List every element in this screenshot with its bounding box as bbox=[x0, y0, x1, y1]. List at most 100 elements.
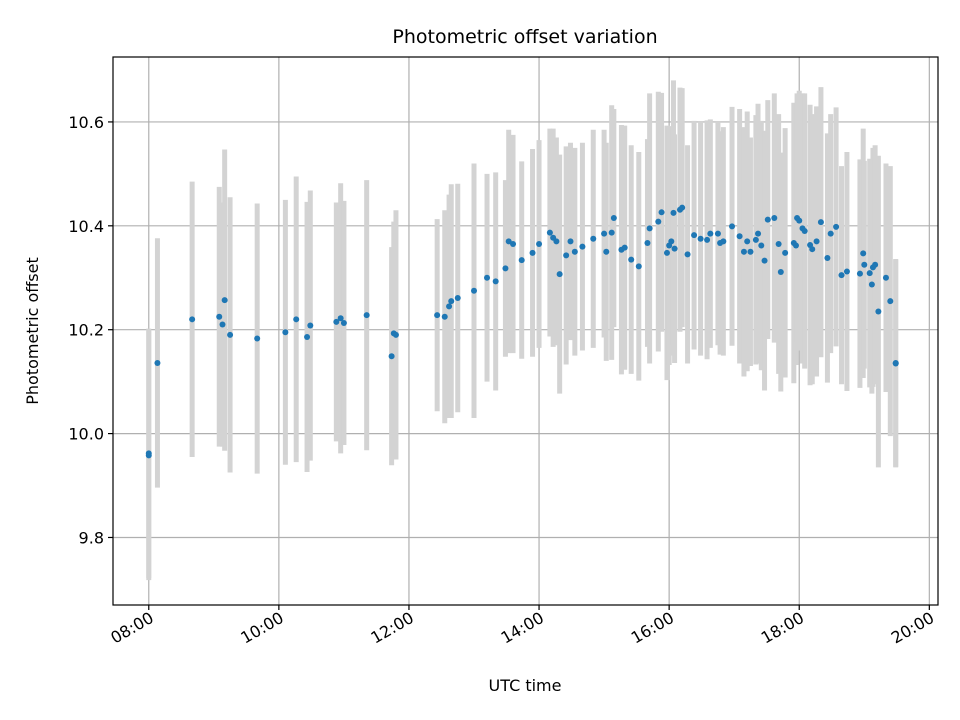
data-point bbox=[736, 233, 743, 240]
y-tick-label: 10.0 bbox=[68, 425, 104, 444]
data-point bbox=[720, 238, 727, 245]
data-point bbox=[833, 223, 840, 230]
data-point bbox=[729, 223, 736, 230]
data-point bbox=[333, 318, 340, 325]
data-point bbox=[771, 215, 778, 222]
data-point bbox=[441, 313, 448, 320]
data-point bbox=[608, 229, 615, 236]
data-point bbox=[697, 235, 704, 242]
data-point bbox=[887, 298, 894, 305]
data-point bbox=[502, 265, 509, 272]
data-point bbox=[860, 250, 867, 257]
data-point bbox=[590, 235, 597, 242]
data-point bbox=[644, 239, 651, 246]
data-point bbox=[567, 238, 574, 245]
data-point bbox=[571, 248, 578, 255]
data-point bbox=[337, 315, 344, 322]
data-point bbox=[553, 238, 560, 245]
data-point bbox=[603, 248, 610, 255]
data-point bbox=[824, 255, 831, 262]
data-point bbox=[145, 450, 152, 457]
data-point bbox=[843, 268, 850, 275]
data-point bbox=[838, 272, 845, 279]
data-point bbox=[809, 246, 816, 253]
data-point bbox=[621, 244, 628, 251]
data-point bbox=[752, 236, 759, 243]
data-point bbox=[536, 240, 543, 247]
data-point bbox=[861, 261, 868, 268]
data-point bbox=[856, 270, 863, 277]
data-point bbox=[484, 274, 491, 281]
data-point bbox=[505, 238, 512, 245]
data-point bbox=[219, 321, 226, 328]
data-point bbox=[655, 218, 662, 225]
data-point bbox=[670, 209, 677, 216]
data-point bbox=[679, 204, 686, 211]
data-point bbox=[610, 215, 617, 222]
data-point bbox=[892, 360, 899, 367]
data-point bbox=[684, 251, 691, 258]
y-tick-label: 10.4 bbox=[68, 217, 104, 236]
data-point bbox=[304, 333, 311, 340]
data-point bbox=[764, 216, 771, 223]
data-point bbox=[744, 238, 751, 245]
data-point bbox=[189, 316, 196, 323]
data-point bbox=[518, 257, 525, 264]
data-point bbox=[663, 249, 670, 256]
data-point bbox=[782, 249, 789, 256]
data-point bbox=[882, 274, 889, 281]
data-point bbox=[392, 331, 399, 338]
data-point bbox=[510, 240, 517, 247]
chart-title: Photometric offset variation bbox=[392, 26, 657, 48]
y-tick-label: 10.6 bbox=[68, 113, 104, 132]
data-point bbox=[448, 298, 455, 305]
data-point bbox=[227, 331, 234, 338]
data-point bbox=[221, 297, 228, 304]
data-point bbox=[293, 316, 300, 323]
data-point bbox=[563, 252, 570, 259]
data-point bbox=[866, 270, 873, 277]
data-point bbox=[777, 269, 784, 276]
data-point bbox=[714, 230, 721, 237]
data-point bbox=[775, 240, 782, 247]
y-axis-ticks: 9.8 10.0 10.2 10.4 10.6 bbox=[68, 113, 113, 547]
y-axis-label: Photometric offset bbox=[23, 257, 42, 405]
data-point bbox=[758, 242, 765, 249]
data-point bbox=[801, 228, 808, 235]
data-point bbox=[363, 312, 370, 319]
data-point bbox=[307, 322, 314, 329]
data-point bbox=[454, 295, 461, 302]
data-point bbox=[868, 281, 875, 288]
data-point bbox=[691, 232, 698, 239]
axes-frame bbox=[112, 56, 939, 606]
data-point bbox=[740, 248, 747, 255]
data-point bbox=[707, 230, 714, 237]
data-point bbox=[471, 287, 478, 294]
data-point bbox=[282, 329, 289, 336]
data-point bbox=[755, 230, 762, 237]
data-point bbox=[635, 263, 642, 270]
data-point bbox=[872, 261, 879, 268]
data-point bbox=[704, 236, 711, 243]
data-point bbox=[668, 238, 675, 245]
data-point bbox=[628, 256, 635, 263]
data-points bbox=[145, 204, 899, 459]
data-point bbox=[434, 312, 441, 319]
y-tick-label: 9.8 bbox=[79, 528, 104, 547]
data-point bbox=[601, 230, 608, 237]
data-point bbox=[340, 319, 347, 326]
data-point bbox=[658, 209, 665, 216]
data-point bbox=[579, 243, 586, 250]
data-point bbox=[254, 335, 261, 342]
data-point bbox=[216, 313, 223, 320]
data-point bbox=[388, 353, 395, 360]
data-point bbox=[154, 359, 161, 366]
x-axis-label: UTC time bbox=[489, 676, 562, 695]
data-point bbox=[492, 278, 499, 285]
data-point bbox=[646, 225, 653, 232]
data-point bbox=[813, 238, 820, 245]
data-point bbox=[747, 248, 754, 255]
data-point bbox=[827, 230, 834, 237]
data-point bbox=[556, 271, 563, 278]
